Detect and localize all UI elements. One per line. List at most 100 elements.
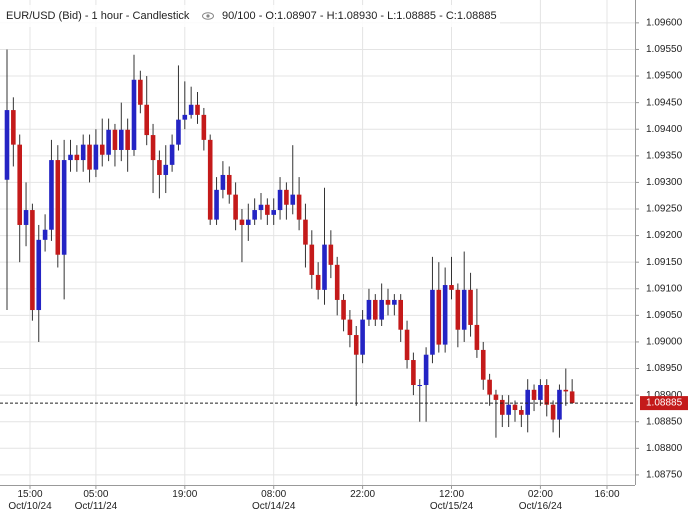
candle-body bbox=[366, 299, 372, 320]
y-tick-label: 1.08800 bbox=[646, 443, 683, 454]
candle-body bbox=[290, 194, 296, 205]
candle-body bbox=[512, 404, 518, 411]
x-tick-label: 12:00 Oct/15/24 bbox=[430, 489, 474, 510]
x-tick-label: 05:00 Oct/11/24 bbox=[75, 489, 118, 510]
candle-body bbox=[277, 189, 283, 211]
candle-body bbox=[68, 154, 73, 161]
candle-body bbox=[442, 285, 448, 345]
candle-body bbox=[207, 139, 213, 220]
candle-body bbox=[4, 110, 10, 180]
candle-body bbox=[550, 404, 556, 420]
candle-body bbox=[188, 104, 194, 115]
y-tick-label: 1.09100 bbox=[646, 283, 683, 294]
last-price-label: 1.08885 bbox=[646, 398, 683, 409]
candle-body bbox=[334, 264, 340, 300]
candle-body bbox=[271, 210, 276, 215]
x-tick-label: 08:00 Oct/14/24 bbox=[252, 489, 296, 510]
candle-body bbox=[373, 299, 378, 320]
candle-body bbox=[353, 335, 359, 355]
candle-body bbox=[296, 194, 302, 220]
candle-body bbox=[93, 144, 99, 170]
x-tick-label: 02:00 Oct/16/24 bbox=[519, 489, 563, 510]
candle-body bbox=[341, 299, 346, 320]
x-tick-label: 22:00 bbox=[350, 489, 375, 500]
y-tick-label: 1.08950 bbox=[646, 363, 683, 374]
candle-body bbox=[106, 129, 111, 155]
candle-body bbox=[131, 79, 137, 150]
candle-body bbox=[258, 204, 264, 211]
candle-body bbox=[182, 114, 188, 120]
visibility-icon[interactable] bbox=[202, 12, 214, 20]
x-tick-label: 16:00 bbox=[594, 489, 619, 500]
candle-body bbox=[480, 349, 486, 380]
x-tick-label: 19:00 bbox=[172, 489, 197, 500]
candle-body bbox=[322, 244, 327, 290]
x-tick-label: 15:00 Oct/10/24 bbox=[8, 489, 52, 510]
candle-body bbox=[487, 379, 492, 395]
candle-body bbox=[461, 289, 467, 330]
candle-body bbox=[74, 154, 80, 161]
candle-body bbox=[557, 389, 562, 420]
y-tick-label: 1.09300 bbox=[646, 177, 683, 188]
candle-body bbox=[112, 129, 118, 150]
chart-title: EUR/USD (Bid) - 1 hour - Candlestick bbox=[6, 10, 190, 22]
candle-body bbox=[379, 299, 384, 320]
candle-body bbox=[144, 104, 149, 136]
candle-body bbox=[468, 289, 473, 325]
last-price-box bbox=[640, 396, 688, 411]
candle-body bbox=[449, 285, 454, 290]
candle-body bbox=[252, 210, 257, 220]
candle-body bbox=[417, 385, 423, 387]
candle-body bbox=[398, 299, 403, 330]
y-tick-label: 1.09150 bbox=[646, 257, 683, 268]
ohlc-info: 90/100 - O:1.08907 - H:1.08930 - L:1.088… bbox=[222, 10, 497, 22]
candle-body bbox=[169, 144, 175, 165]
y-tick-label: 1.09450 bbox=[646, 97, 683, 108]
candle-body bbox=[150, 135, 156, 161]
candle-body bbox=[23, 210, 29, 225]
candle-body bbox=[309, 244, 315, 275]
candle-body bbox=[519, 410, 524, 415]
candle-body bbox=[569, 391, 575, 404]
candle-body bbox=[493, 394, 499, 400]
y-tick-label: 1.09050 bbox=[646, 310, 683, 321]
candle-body bbox=[157, 160, 162, 175]
candle-body bbox=[328, 244, 334, 265]
candle-body bbox=[436, 289, 442, 345]
candle-body bbox=[80, 144, 86, 161]
candle-body bbox=[385, 299, 391, 305]
candle-body bbox=[430, 289, 435, 355]
y-tick-label: 1.09600 bbox=[646, 18, 683, 29]
candle-body bbox=[201, 114, 207, 140]
candle-body bbox=[392, 299, 397, 305]
candle-body bbox=[61, 160, 67, 255]
y-tick-label: 1.08850 bbox=[646, 416, 683, 427]
y-tick-label: 1.08900 bbox=[646, 390, 683, 401]
y-tick-label: 1.09550 bbox=[646, 44, 683, 55]
candle-body bbox=[265, 204, 270, 215]
candle-body bbox=[544, 385, 550, 405]
y-tick-label: 1.09350 bbox=[646, 150, 683, 161]
candle-body bbox=[226, 174, 232, 195]
candle-body bbox=[30, 210, 35, 311]
candle-body bbox=[11, 110, 16, 145]
candle-body bbox=[360, 319, 365, 355]
y-tick-label: 1.09500 bbox=[646, 71, 683, 82]
candle-body bbox=[404, 329, 410, 361]
candle-body bbox=[455, 289, 461, 330]
header-backdrop bbox=[0, 5, 500, 27]
candle-body bbox=[423, 354, 429, 386]
candle-body bbox=[119, 129, 124, 150]
candle-body bbox=[525, 389, 530, 415]
candle-body bbox=[411, 360, 416, 386]
candle-body bbox=[284, 189, 289, 205]
candle-body bbox=[303, 219, 308, 245]
candle-body bbox=[315, 274, 321, 290]
y-tick-label: 1.09200 bbox=[646, 230, 683, 241]
candle-body bbox=[87, 144, 92, 170]
y-tick-label: 1.09250 bbox=[646, 204, 683, 215]
candle-body bbox=[99, 144, 105, 155]
candle-body bbox=[233, 194, 238, 220]
